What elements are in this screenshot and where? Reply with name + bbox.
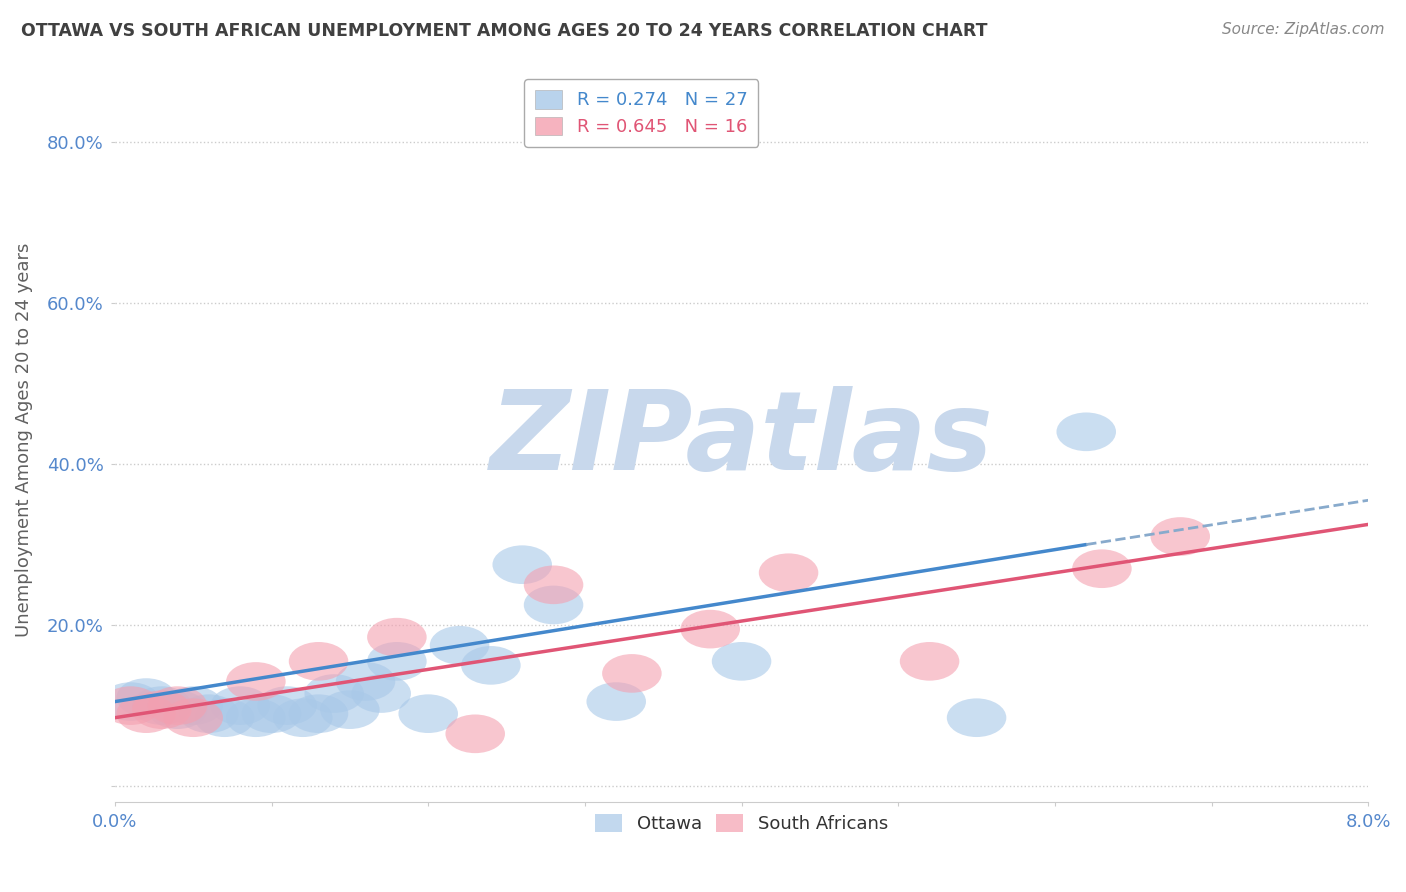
Ellipse shape [900,642,959,681]
Y-axis label: Unemployment Among Ages 20 to 24 years: Unemployment Among Ages 20 to 24 years [15,243,32,637]
Ellipse shape [759,553,818,592]
Ellipse shape [461,646,520,685]
Ellipse shape [524,586,583,624]
Ellipse shape [117,678,176,717]
Ellipse shape [446,714,505,753]
Ellipse shape [226,698,285,737]
Ellipse shape [226,662,285,701]
Ellipse shape [367,642,426,681]
Ellipse shape [179,694,239,733]
Legend: Ottawa, South Africans: Ottawa, South Africans [585,803,898,844]
Ellipse shape [163,686,224,725]
Ellipse shape [117,694,176,733]
Ellipse shape [101,682,160,721]
Ellipse shape [288,694,349,733]
Ellipse shape [132,690,191,729]
Ellipse shape [148,686,207,725]
Ellipse shape [257,686,316,725]
Ellipse shape [195,698,254,737]
Ellipse shape [367,618,426,657]
Ellipse shape [1073,549,1132,588]
Text: OTTAWA VS SOUTH AFRICAN UNEMPLOYMENT AMONG AGES 20 TO 24 YEARS CORRELATION CHART: OTTAWA VS SOUTH AFRICAN UNEMPLOYMENT AMO… [21,22,987,40]
Ellipse shape [1150,517,1211,556]
Ellipse shape [524,566,583,604]
Text: ZIPatlas: ZIPatlas [489,386,994,493]
Ellipse shape [946,698,1007,737]
Ellipse shape [148,690,207,729]
Text: Source: ZipAtlas.com: Source: ZipAtlas.com [1222,22,1385,37]
Ellipse shape [430,626,489,665]
Ellipse shape [242,694,301,733]
Ellipse shape [336,662,395,701]
Ellipse shape [492,545,553,584]
Ellipse shape [288,642,349,681]
Ellipse shape [305,674,364,713]
Ellipse shape [602,654,662,693]
Ellipse shape [681,610,740,648]
Ellipse shape [211,686,270,725]
Ellipse shape [101,686,160,725]
Ellipse shape [273,698,333,737]
Ellipse shape [352,674,411,713]
Ellipse shape [163,698,224,737]
Ellipse shape [1056,412,1116,451]
Ellipse shape [711,642,772,681]
Ellipse shape [398,694,458,733]
Ellipse shape [321,690,380,729]
Ellipse shape [586,682,645,721]
Ellipse shape [132,686,191,725]
